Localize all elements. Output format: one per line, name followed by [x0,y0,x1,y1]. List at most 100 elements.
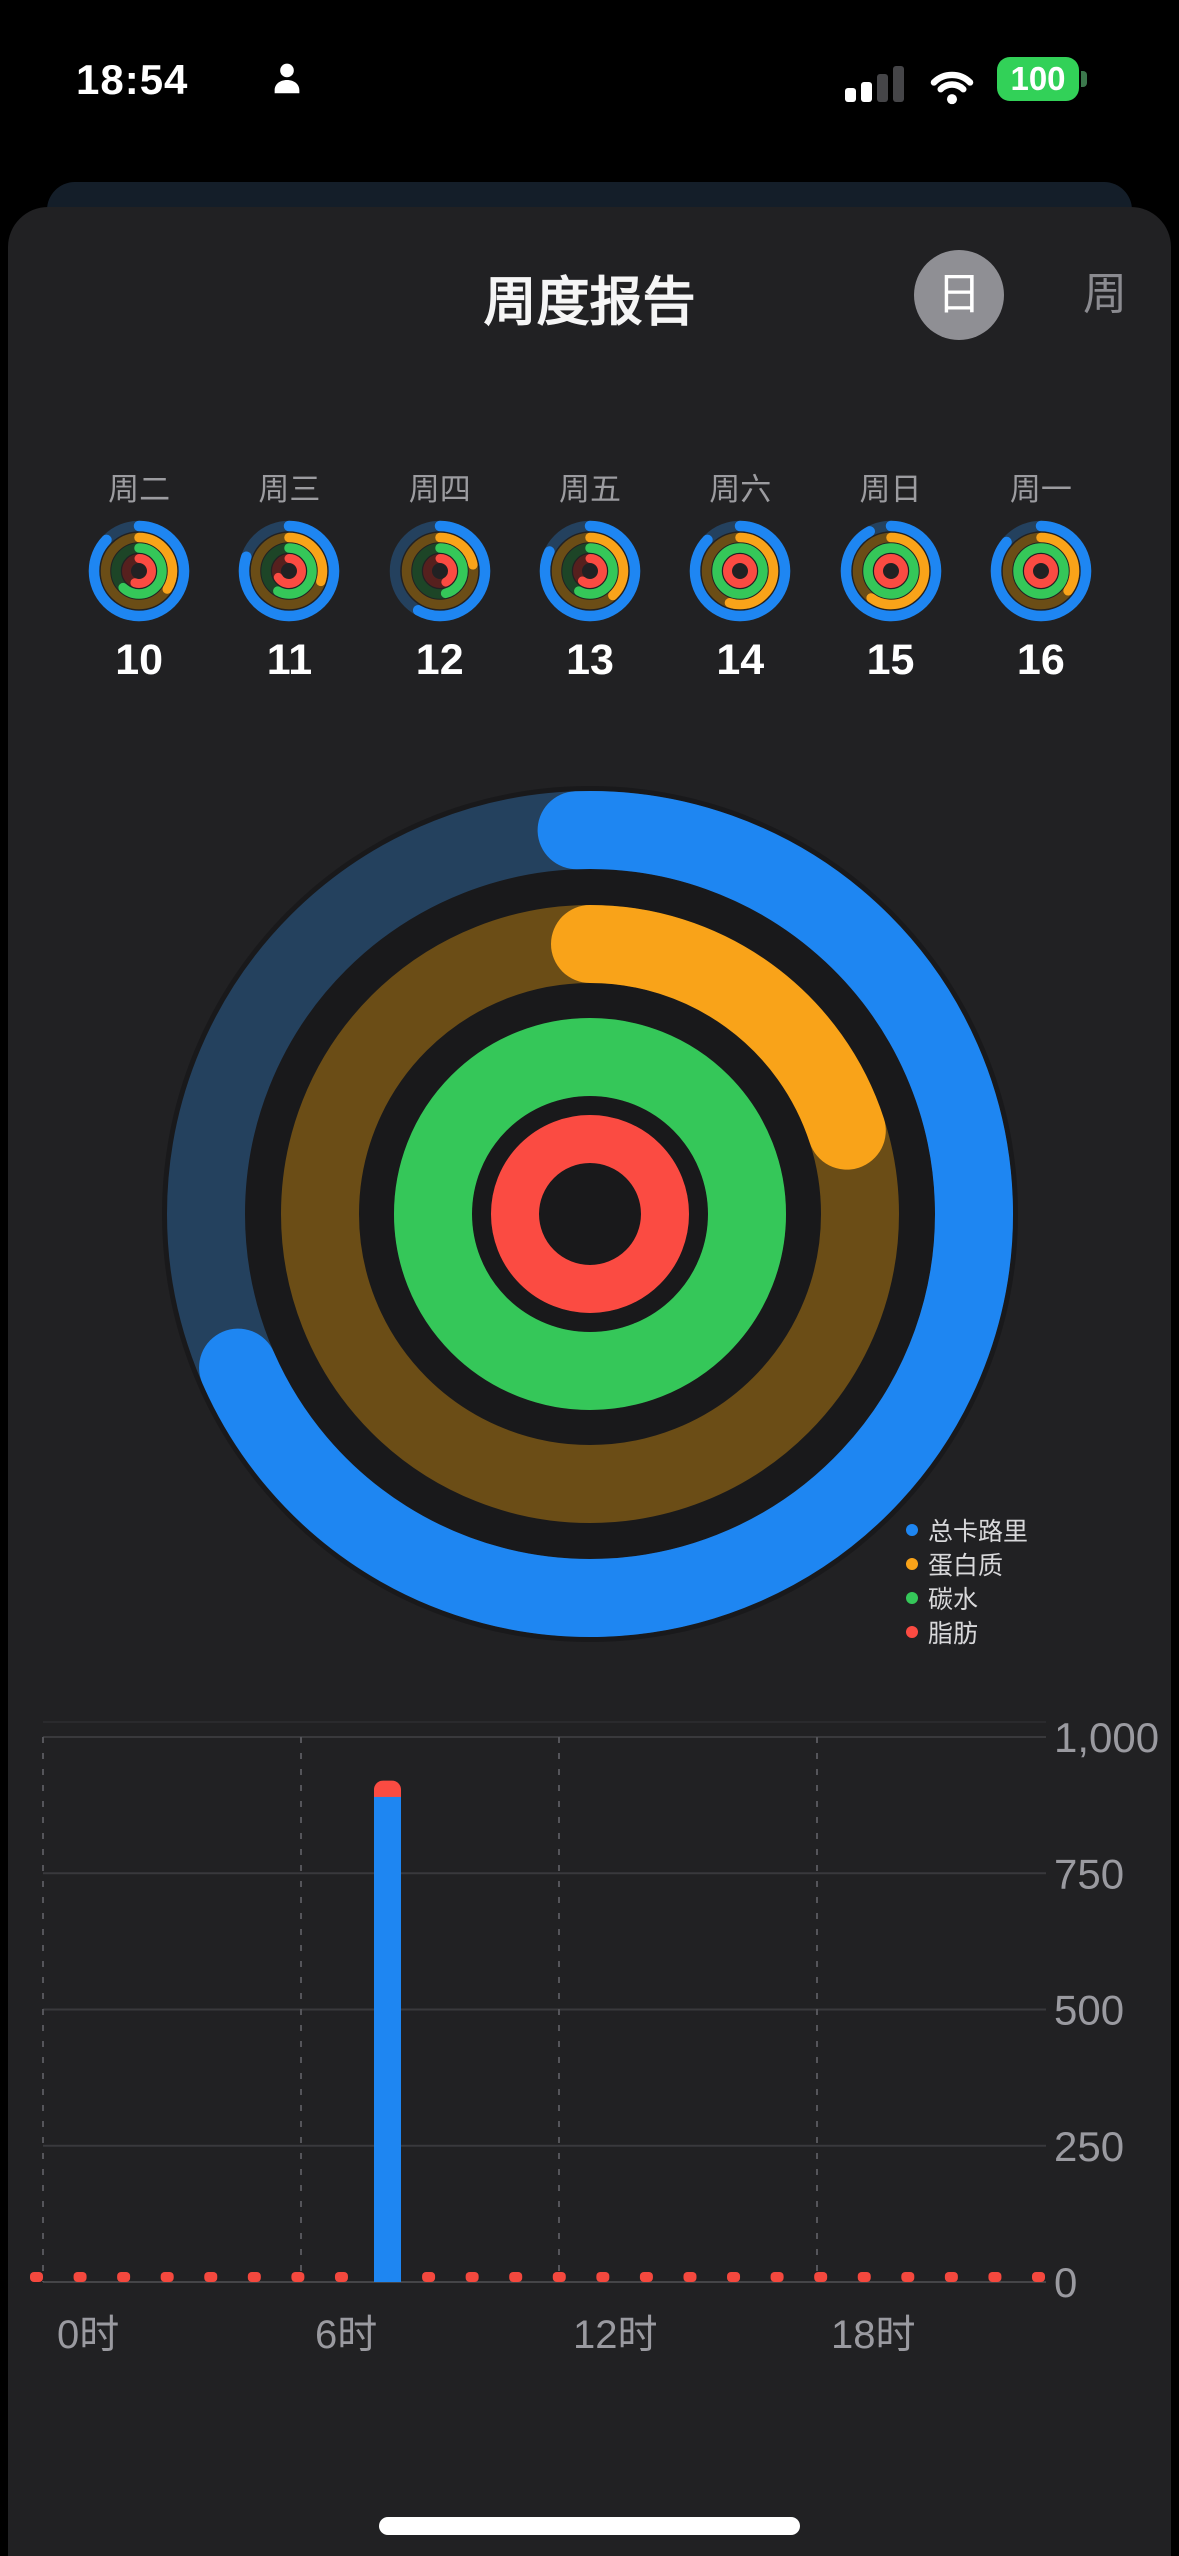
x-axis-label: 6时 [315,2313,377,2357]
legend-dot-icon [906,1524,918,1536]
ring-calories-arc [88,520,190,622]
legend-label: 碳水 [928,1586,979,1614]
y-axis-label: 250 [1054,2123,1124,2170]
activity-rings-mini [239,520,340,622]
fat-baseline-dash [639,2272,653,2282]
fat-baseline-dash [596,2272,610,2282]
macro-ring-protein-arc [281,905,899,1523]
bar-segment-总卡路里[interactable] [374,1796,401,2282]
day-ring-item[interactable]: 周四 12 [365,470,515,688]
fat-baseline-dash [988,2272,1002,2282]
fat-baseline-dash [509,2272,523,2282]
day-ring-item[interactable]: 周一 16 [966,470,1116,688]
legend-item: 碳水 [906,1581,1028,1615]
ring-carbs-arc [562,543,618,599]
hourly-bar-chart[interactable]: 1,000 750 500 250 0 0时 6时 12时 18时 [0,1690,1179,2370]
date-label: 10 [115,636,164,684]
ring-carbs-arc [862,543,919,599]
weekday-label: 周二 [108,472,171,507]
ring-calories-arc [840,520,941,622]
clock-time: 18:54 [76,56,189,103]
x-axis-label: 18时 [831,2313,916,2357]
home-indicator[interactable] [379,2517,800,2535]
activity-rings-mini [539,520,641,622]
day-ring-item[interactable]: 周五 13 [515,470,665,688]
fat-baseline-dash [770,2272,784,2282]
activity-rings-mini [88,520,190,622]
x-axis-label: 12时 [573,2313,658,2357]
fat-baseline-dash [30,2272,43,2282]
day-ring-item[interactable]: 周二 10 [64,470,214,688]
macro-ring-fat-arc [491,1115,689,1313]
ring-fat-arc [272,554,307,588]
date-label: 15 [866,636,915,684]
rings-legend: 总卡路里蛋白质碳水脂肪 [906,1513,1028,1649]
fat-baseline-dash [160,2272,174,2282]
ring-carbs-arc [411,543,468,599]
legend-item: 总卡路里 [906,1513,1028,1547]
y-axis-label: 0 [1054,2259,1077,2306]
ring-carbs-arc [1013,543,1069,599]
ring-protein-arc [251,532,328,610]
legend-dot-icon [906,1592,918,1604]
legend-item: 脂肪 [906,1615,1028,1649]
fat-baseline-dash [334,2272,348,2282]
toggle-day-button[interactable]: 日 [914,250,1004,340]
ring-calories-arc [389,520,490,622]
weekday-label: 周五 [558,472,621,507]
ring-fat-arc [572,554,607,588]
battery-indicator: 100 [997,57,1087,101]
ring-protein-arc [1002,532,1080,610]
fat-baseline-dash [291,2272,305,2282]
date-label: 13 [566,636,614,684]
weekday-rings-row: 周二 10 周三 11 周四 12 周五 13 周六 14 周日 15 周一 16 [64,470,1116,688]
ring-fat-arc [723,554,758,588]
fat-baseline-dash [247,2272,261,2282]
ring-fat-arc [1023,554,1058,588]
day-ring-item[interactable]: 周六 14 [665,470,815,688]
fat-baseline-dash [117,2272,131,2282]
y-axis-label: 750 [1054,1850,1124,1897]
legend-label: 总卡路里 [928,1518,1029,1546]
y-axis-label: 1,000 [1054,1714,1159,1761]
x-axis-label: 0时 [57,2313,119,2357]
fat-baseline-dash [683,2272,697,2282]
fat-baseline-dash [727,2272,741,2282]
macro-ring-carbs-arc [394,1018,786,1410]
day-ring-item[interactable]: 周三 11 [214,470,364,688]
legend-label: 蛋白质 [928,1552,1004,1580]
ring-carbs-arc [712,543,769,599]
fat-baseline-dash [901,2272,915,2282]
weekday-label: 周四 [408,472,471,507]
ring-fat-arc [873,554,908,588]
ring-calories-arc [539,520,641,622]
ring-protein-arc [100,532,178,610]
date-label: 14 [716,636,765,684]
date-label: 12 [415,636,464,684]
activity-rings-mini [690,520,791,622]
fat-baseline-dash [422,2272,436,2282]
ring-carbs-arc [111,543,167,599]
ring-carbs-arc [261,543,318,599]
ring-protein-arc [551,532,629,610]
person-icon [274,63,300,94]
activity-rings-mini [389,520,490,622]
fat-baseline-dash [552,2272,566,2282]
ring-calories-arc [990,520,1092,622]
wifi-icon [930,71,974,105]
fat-baseline-dash [204,2272,218,2282]
y-axis-label: 500 [1054,1987,1124,2034]
toggle-week-button[interactable]: 周 [1083,270,1127,319]
fat-baseline-dash [73,2272,87,2282]
day-ring-item[interactable]: 周日 15 [815,470,965,688]
weekday-label: 周六 [709,472,772,507]
activity-rings-mini [840,520,941,622]
ring-calories-arc [690,520,791,622]
date-label: 11 [266,636,313,684]
date-label: 16 [1016,636,1065,684]
legend-label: 脂肪 [928,1620,979,1648]
fat-baseline-dash [857,2272,871,2282]
legend-dot-icon [906,1558,918,1570]
status-bar: 18:54 100 [0,44,1179,114]
